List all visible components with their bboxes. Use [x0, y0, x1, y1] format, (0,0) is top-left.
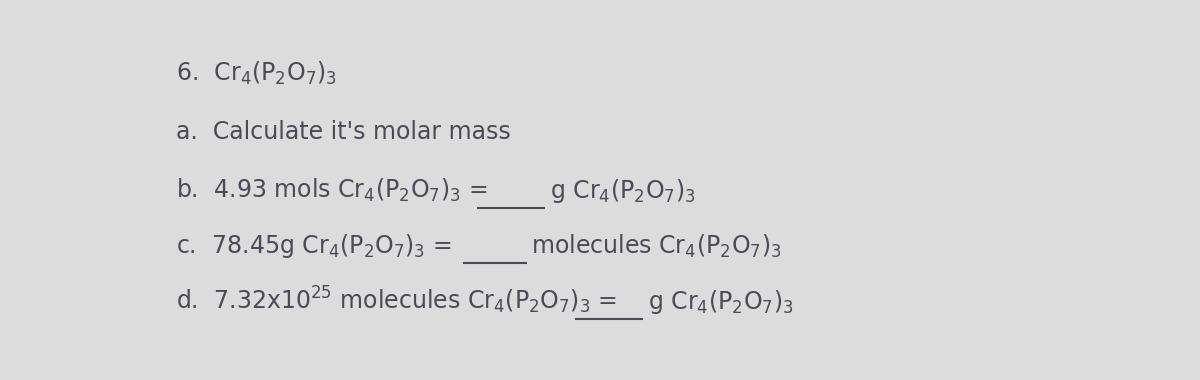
Text: a.  Calculate it's molar mass: a. Calculate it's molar mass [176, 120, 511, 144]
Text: c.  78.45g $\mathregular{Cr_4(P_2O_7)_3}$ =: c. 78.45g $\mathregular{Cr_4(P_2O_7)_3}$… [176, 232, 452, 260]
Text: g $\mathregular{Cr_4(P_2O_7)_3}$: g $\mathregular{Cr_4(P_2O_7)_3}$ [648, 288, 793, 316]
Text: g $\mathregular{Cr_4(P_2O_7)_3}$: g $\mathregular{Cr_4(P_2O_7)_3}$ [550, 177, 696, 205]
Text: d.  7.32x10$^{25}$ molecules $\mathregular{Cr_4(P_2O_7)_3}$ =: d. 7.32x10$^{25}$ molecules $\mathregula… [176, 284, 617, 315]
Text: molecules $\mathregular{Cr_4(P_2O_7)_3}$: molecules $\mathregular{Cr_4(P_2O_7)_3}$ [532, 232, 782, 260]
Text: b.  4.93 mols $\mathregular{Cr_4(P_2O_7)_3}$ =: b. 4.93 mols $\mathregular{Cr_4(P_2O_7)_… [176, 177, 487, 204]
Text: 6.  $\mathregular{Cr_4(P_2O_7)_3}$: 6. $\mathregular{Cr_4(P_2O_7)_3}$ [176, 60, 337, 87]
